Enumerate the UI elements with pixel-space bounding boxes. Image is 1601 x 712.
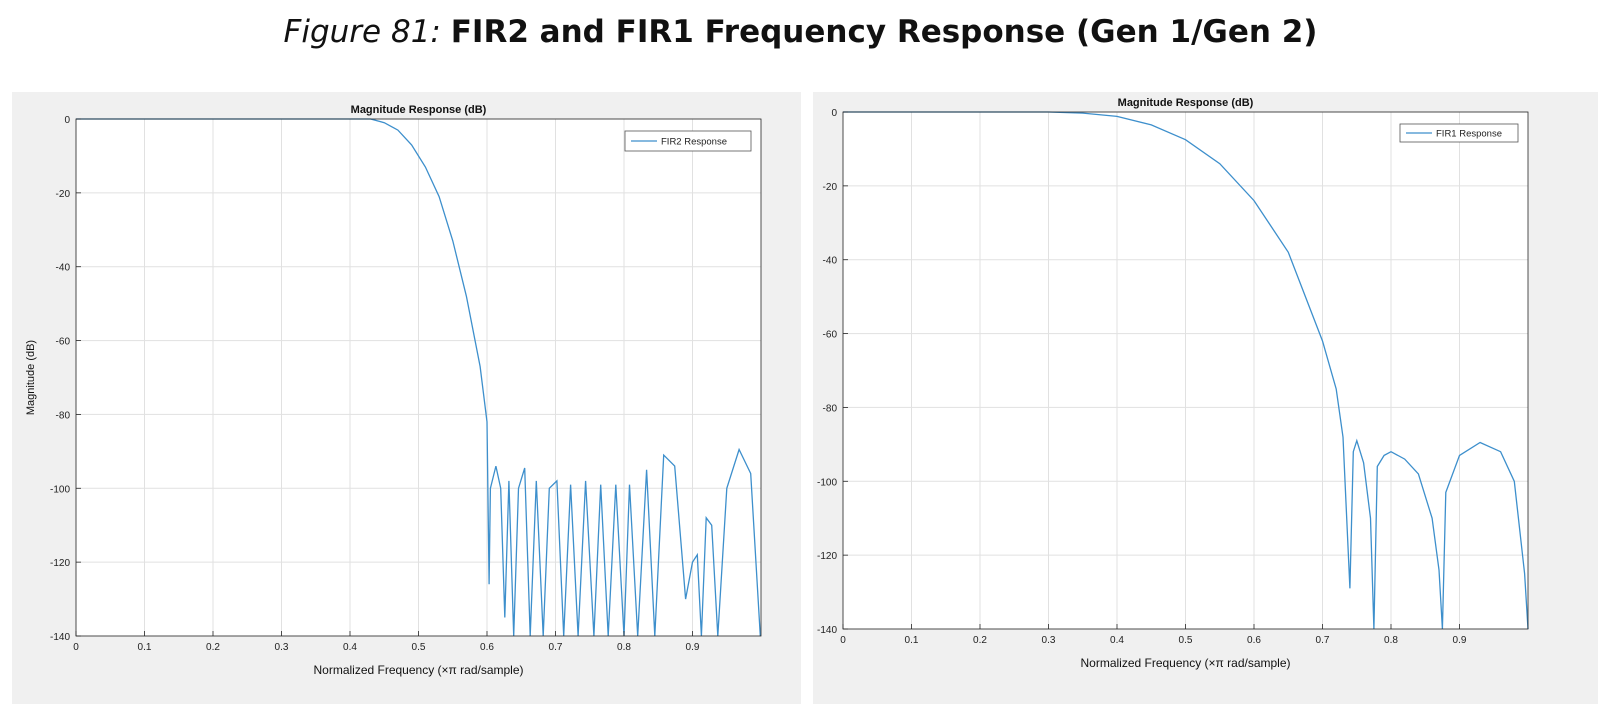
- y-tick-label: -80: [823, 403, 838, 414]
- legend: FIR1 Response: [1399, 123, 1519, 143]
- x-tick-label: 0.5: [1179, 635, 1193, 646]
- x-axis-label: Normalized Frequency (×π rad/sample): [1080, 656, 1290, 670]
- legend-label: FIR1 Response: [1436, 129, 1502, 140]
- figure-caption: Figure 81: FIR2 and FIR1 Frequency Respo…: [0, 14, 1601, 50]
- legend-box: [624, 130, 752, 152]
- x-tick-label: 0.4: [1110, 635, 1124, 646]
- x-tick-label: 0.8: [1384, 635, 1398, 646]
- y-tick-label: -120: [50, 558, 70, 569]
- y-tick-label: -60: [56, 337, 71, 348]
- legend-box: [1399, 123, 1519, 143]
- y-tick-label: -100: [817, 477, 837, 488]
- magnitude-response-chart-right: 0 0.1 0.2 0.3 0.4 0.5 0.6 0.7 0.8 0.9 0 -20 -40 -60 -8…: [792, 97, 1529, 670]
- y-tick-label: -140: [50, 632, 70, 643]
- x-tick-label: 0.7: [549, 642, 563, 653]
- y-tick-label: 0: [831, 108, 837, 119]
- x-tick-label: 0.9: [686, 642, 700, 653]
- y-tick-label: 0: [64, 115, 70, 126]
- x-tick-label: 0.7: [1316, 635, 1330, 646]
- x-axis-label: Normalized Frequency (×π rad/sample): [313, 663, 523, 677]
- x-tick-label: 0.5: [412, 642, 426, 653]
- y-tick-label: -120: [817, 551, 837, 562]
- y-tick-label: -100: [50, 484, 70, 495]
- y-tick-label: -20: [56, 189, 71, 200]
- figure-title: FIR2 and FIR1 Frequency Response (Gen 1/…: [450, 14, 1318, 50]
- legend: FIR2 Response: [624, 130, 752, 152]
- chart-title: Magnitude Response (dB): [351, 104, 487, 116]
- x-tick-label: 0.6: [480, 642, 494, 653]
- y-tick-label: -40: [56, 263, 71, 274]
- y-tick-label: -40: [823, 256, 838, 267]
- x-tick-label: 0: [840, 635, 846, 646]
- series-line-0: [76, 118, 761, 637]
- chart-panel-left: 0 0.1 0.2 0.3 0.4 0.5 0.6 0.7 0.8 0.9 0 -20 -40 -60 -8…: [12, 92, 801, 704]
- y-tick-label: -20: [823, 182, 838, 193]
- magnitude-response-chart-left: 0 0.1 0.2 0.3 0.4 0.5 0.6 0.7 0.8 0.9 0 -20 -40 -60 -8…: [25, 104, 762, 677]
- x-tick-label: 0.2: [973, 635, 987, 646]
- x-tick-label: 0.9: [1453, 635, 1467, 646]
- figure-number: Figure 81:: [283, 14, 441, 50]
- y-tick-label: -140: [817, 625, 837, 636]
- x-tick-label: 0.6: [1247, 635, 1261, 646]
- x-tick-label: 0.1: [138, 642, 152, 653]
- x-tick-label: 0.1: [905, 635, 919, 646]
- legend-label: FIR2 Response: [661, 137, 727, 148]
- x-tick-label: 0.8: [617, 642, 631, 653]
- chart-title: Magnitude Response (dB): [1118, 97, 1254, 109]
- x-tick-label: 0.3: [275, 642, 289, 653]
- chart-panel-right: 0 0.1 0.2 0.3 0.4 0.5 0.6 0.7 0.8 0.9 0 -20 -40 -60 -8…: [792, 92, 1598, 704]
- grid-lines: [842, 111, 1528, 630]
- y-axis-label: Magnitude (dB): [25, 340, 37, 415]
- series-line-0: [843, 111, 1529, 630]
- y-tick-label: -60: [823, 330, 838, 341]
- x-tick-label: 0.3: [1042, 635, 1056, 646]
- y-tick-label: -80: [56, 410, 71, 421]
- x-tick-label: 0: [73, 642, 79, 653]
- x-tick-label: 0.2: [206, 642, 220, 653]
- x-tick-label: 0.4: [343, 642, 357, 653]
